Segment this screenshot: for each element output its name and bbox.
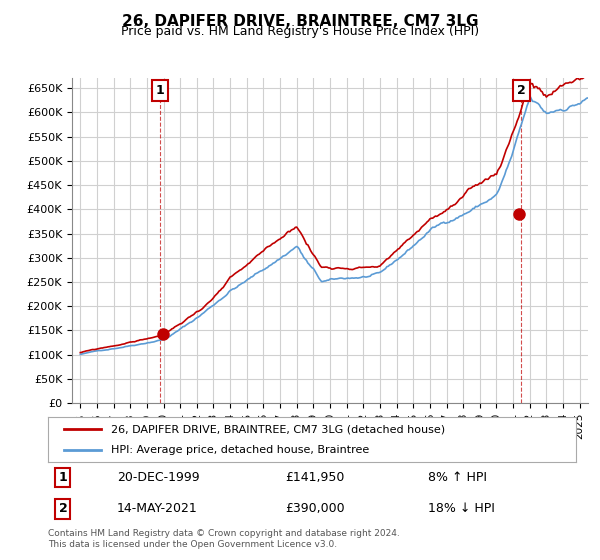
- Text: Contains HM Land Registry data © Crown copyright and database right 2024.
This d: Contains HM Land Registry data © Crown c…: [48, 529, 400, 549]
- Text: 26, DAPIFER DRIVE, BRAINTREE, CM7 3LG: 26, DAPIFER DRIVE, BRAINTREE, CM7 3LG: [122, 14, 478, 29]
- Text: 14-MAY-2021: 14-MAY-2021: [116, 502, 197, 515]
- Text: 8% ↑ HPI: 8% ↑ HPI: [428, 471, 487, 484]
- Text: 2: 2: [517, 84, 526, 97]
- Text: HPI: Average price, detached house, Braintree: HPI: Average price, detached house, Brai…: [112, 445, 370, 455]
- Text: 1: 1: [156, 84, 164, 97]
- Text: 2: 2: [59, 502, 67, 515]
- Text: 18% ↓ HPI: 18% ↓ HPI: [428, 502, 495, 515]
- Text: Price paid vs. HM Land Registry's House Price Index (HPI): Price paid vs. HM Land Registry's House …: [121, 25, 479, 38]
- Text: 20-DEC-1999: 20-DEC-1999: [116, 471, 199, 484]
- Text: 1: 1: [59, 471, 67, 484]
- Text: £390,000: £390,000: [286, 502, 345, 515]
- Text: 26, DAPIFER DRIVE, BRAINTREE, CM7 3LG (detached house): 26, DAPIFER DRIVE, BRAINTREE, CM7 3LG (d…: [112, 424, 445, 435]
- Text: £141,950: £141,950: [286, 471, 345, 484]
